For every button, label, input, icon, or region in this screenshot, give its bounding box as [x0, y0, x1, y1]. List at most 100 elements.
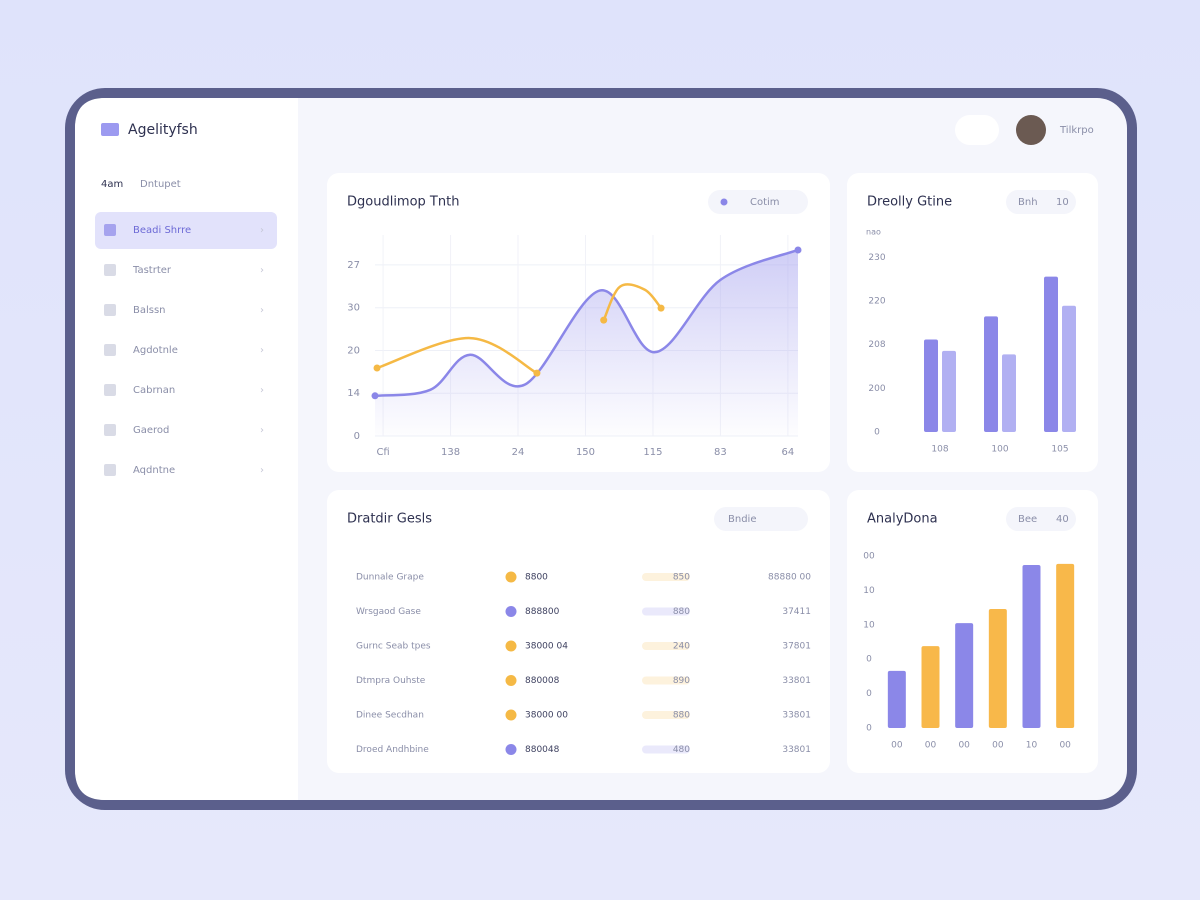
nav-item[interactable]: Beadi Shrre	[133, 225, 191, 236]
x-tick-label: 64	[782, 447, 795, 458]
y-tick-label: 14	[347, 388, 360, 399]
progress-bar	[642, 676, 690, 685]
status-dot	[505, 675, 517, 686]
bar	[924, 339, 938, 432]
cell-value: 88880 00	[768, 573, 811, 583]
nav-item[interactable]: Agdotnle	[133, 345, 178, 356]
control-label[interactable]: Bndie	[728, 514, 756, 525]
nav-item[interactable]: Gaerod	[133, 425, 169, 436]
nav-item[interactable]: Balssn	[133, 305, 166, 316]
y-tick-label: 0	[866, 655, 872, 665]
cell-code: 880008	[525, 676, 560, 686]
cell-name: Dtmpra Ouhste	[356, 676, 426, 686]
y-tick-label: 30	[347, 303, 360, 314]
y-tick-label: 0	[354, 431, 360, 442]
line	[376, 283, 663, 375]
bar	[1022, 564, 1041, 728]
progress-bar	[642, 711, 690, 719]
x-tick-label: 00	[891, 741, 903, 751]
nav-item[interactable]: Aqdntne	[133, 465, 175, 476]
bar	[921, 646, 940, 728]
status-dot	[505, 640, 517, 652]
card	[847, 173, 1098, 472]
cell-value: 33801	[782, 676, 811, 686]
y-tick-label: 200	[868, 384, 885, 394]
x-tick-label: 83	[714, 447, 727, 458]
bar	[1056, 563, 1075, 728]
point	[533, 369, 541, 377]
bar	[1002, 354, 1016, 432]
tab[interactable]: 4am	[101, 179, 123, 190]
status-dot	[505, 606, 517, 617]
bar	[1044, 276, 1058, 432]
x-tick-label: 24	[512, 447, 525, 458]
point	[794, 246, 802, 254]
bar	[942, 350, 956, 432]
brand: Agelityfsh	[128, 122, 198, 138]
control[interactable]	[1006, 507, 1076, 531]
cell-code: 888800	[525, 607, 560, 617]
x-tick-label: 00	[958, 741, 970, 751]
cell-name: Droed Andhbine	[356, 745, 429, 755]
y-tick-label: 220	[868, 297, 885, 307]
nav-chevron: ›	[260, 265, 264, 276]
card	[327, 490, 830, 773]
cell-value: 37411	[782, 607, 811, 617]
tab[interactable]: Dntupet	[140, 179, 181, 190]
control[interactable]	[1006, 190, 1076, 214]
point	[600, 316, 608, 324]
cell-amount: 240	[673, 642, 690, 652]
cell-name: Wrsgaod Gase	[356, 607, 421, 617]
nav-item[interactable]: Cabrnan	[133, 385, 175, 396]
sidebar	[75, 98, 298, 800]
control-label[interactable]: 40	[1056, 514, 1069, 525]
control[interactable]	[714, 507, 808, 531]
cell-code: 38000 04	[525, 642, 568, 652]
progress-bar	[642, 607, 690, 616]
cell-code: 38000 00	[525, 711, 568, 721]
y-tick-label: 0	[874, 428, 880, 438]
control-label[interactable]: Bnh	[1018, 197, 1038, 208]
user-name: Tilkrpo	[1059, 125, 1094, 136]
progress-bar	[642, 573, 690, 581]
control-label[interactable]: Bee	[1018, 514, 1037, 525]
y-tick-label: 208	[868, 340, 885, 350]
nav-active	[95, 212, 277, 249]
cell-value: 37801	[782, 642, 811, 652]
status-dot	[505, 709, 517, 721]
nav-item[interactable]: Tastrter	[132, 265, 172, 276]
x-tick-label: 00	[925, 741, 937, 751]
cell-amount: 890	[673, 676, 690, 686]
bar	[984, 316, 998, 432]
brand-logo	[101, 123, 119, 136]
y-tick-label: 0	[866, 689, 872, 699]
cell-value: 33801	[782, 711, 811, 721]
card-title: Dratdir Gesls	[347, 512, 432, 527]
control-label[interactable]: 10	[1056, 197, 1069, 208]
icon-button[interactable]	[955, 115, 999, 145]
cell-amount: 850	[673, 573, 690, 583]
progress-bar	[642, 642, 690, 650]
control[interactable]	[708, 190, 808, 214]
point	[371, 392, 379, 400]
nav-icon	[104, 384, 116, 396]
nav-icon	[104, 264, 116, 276]
nav-icon	[104, 304, 116, 316]
nav-icon	[104, 224, 116, 236]
y-tick-label: 10	[863, 586, 875, 596]
cell-amount: 480	[673, 745, 690, 755]
cell-name: Gurnc Seab tpes	[356, 642, 431, 652]
x-tick-label: 108	[931, 445, 948, 455]
bar	[887, 670, 906, 728]
y-tick-label: 10	[863, 620, 875, 630]
bar	[988, 608, 1007, 728]
avatar[interactable]	[1016, 115, 1046, 145]
bar	[955, 623, 974, 728]
cell-amount: 880	[673, 607, 690, 617]
nav-chevron: ›	[260, 465, 264, 476]
control-label[interactable]: Cotim	[750, 197, 780, 208]
x-tick-label: 115	[643, 447, 662, 458]
card-title: Dreolly Gtine	[867, 195, 952, 210]
